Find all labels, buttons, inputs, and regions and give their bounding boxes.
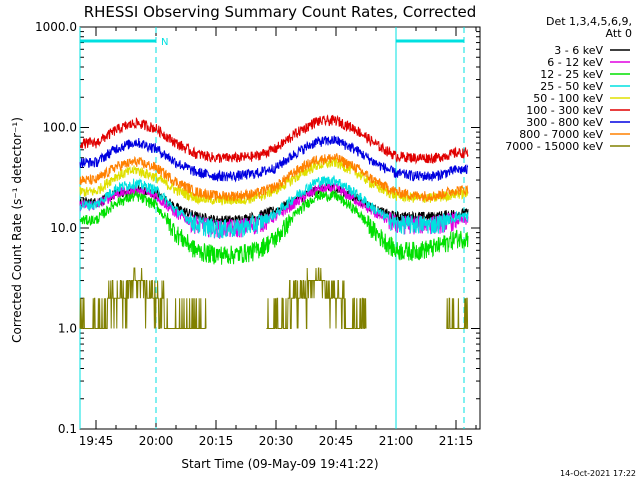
x-axis-label: Start Time (09-May-09 19:41:22): [181, 457, 378, 471]
legend-label: 800 - 7000 keV: [519, 128, 603, 141]
series-12-25-kev: [79, 190, 469, 265]
series-7000-15000-kev: [79, 267, 469, 329]
legend-label: 50 - 100 keV: [533, 92, 603, 105]
y-axis-label: Corrected Count Rate (s⁻¹ detector⁻¹): [10, 117, 24, 343]
x-tick-label: 19:45: [79, 434, 114, 448]
series-line: [79, 267, 469, 329]
series-100-300-kev: [79, 114, 469, 165]
x-tick-label: 21:15: [439, 434, 474, 448]
series-line: [79, 135, 469, 183]
legend-label: 300 - 800 keV: [526, 116, 603, 129]
night-markers: N: [79, 27, 465, 429]
y-tick-label: 10.0: [50, 221, 77, 235]
legend-label: 7000 - 15000 keV: [505, 140, 603, 153]
legend-label: 3 - 6 keV: [554, 44, 603, 57]
y-tick-label: 100.0: [43, 121, 77, 135]
series-line: [79, 153, 469, 203]
y-tick-label: 0.1: [58, 422, 77, 436]
series-300-800-kev: [79, 135, 469, 183]
legend-label: 100 - 300 keV: [526, 104, 603, 117]
night-flag-label: N: [161, 37, 168, 48]
y-tick-label: 1.0: [58, 322, 77, 336]
legend-label: 12 - 25 keV: [540, 68, 603, 81]
x-tick-label: 21:00: [379, 434, 414, 448]
axes: 0.1 1.0 10.0 100.0 1000.0 19:45 20:00 20:15 20:3…: [35, 20, 480, 448]
legend-header-attenuator: Att 0: [606, 27, 632, 40]
series-line: [79, 190, 469, 265]
series-800-7000-kev: [79, 153, 469, 203]
series-line: [79, 114, 469, 165]
timestamp: 14-Oct-2021 17:22: [560, 469, 636, 478]
legend-label: 6 - 12 keV: [547, 56, 603, 69]
x-tick-label: 20:15: [199, 434, 234, 448]
y-tick-label: 1000.0: [35, 20, 77, 34]
series-group: [79, 114, 469, 329]
x-tick-label: 20:45: [319, 434, 354, 448]
series-25-50-kev: [79, 175, 469, 239]
legend-header-detectors: Det 1,3,4,5,6,9,: [546, 15, 632, 28]
plot-frame: [79, 26, 481, 430]
legend-label: 25 - 50 keV: [540, 80, 603, 93]
series-line: [79, 175, 469, 239]
x-tick-label: 20:30: [259, 434, 294, 448]
x-tick-label: 20:00: [139, 434, 174, 448]
chart-title: RHESSI Observing Summary Count Rates, Co…: [84, 3, 477, 21]
